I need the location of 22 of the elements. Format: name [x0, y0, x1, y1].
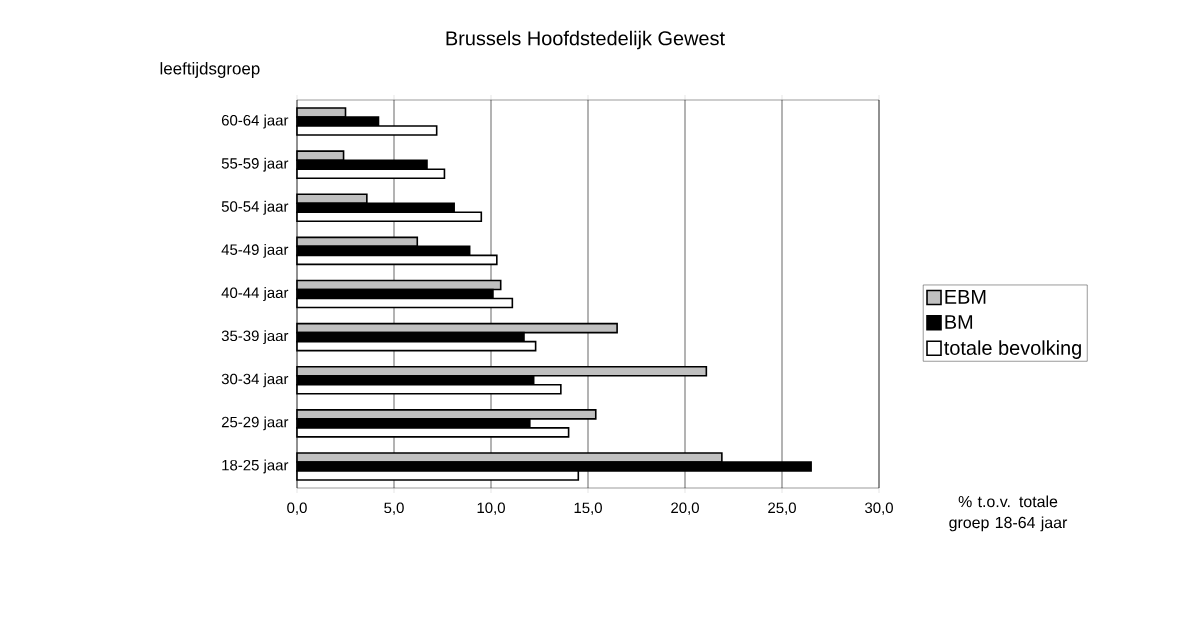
- x-axis-title: % t.o.v. totale groep 18-64 jaar: [949, 495, 1068, 532]
- y-tick-label: 40-44 jaar: [221, 287, 289, 301]
- legend-label: BM: [945, 315, 973, 329]
- y-tick-label: 18-25 jaar: [222, 459, 289, 474]
- chart-title: Brussels Hoofdstedelijk Gewest: [446, 30, 725, 50]
- legend-label: EBM: [945, 289, 986, 304]
- x-tick-label: 10,0: [477, 502, 505, 515]
- y-tick-label: 45-49 jaar: [221, 243, 289, 258]
- x-tick-label: 15,0: [574, 502, 602, 515]
- x-tick-label: 30,0: [865, 502, 893, 515]
- y-tick-label: 55-59 jaar: [221, 157, 289, 172]
- x-tick-label: 5,0: [384, 502, 404, 515]
- x-tick-label: 20,0: [671, 502, 699, 515]
- x-tick-label: 25,0: [768, 502, 796, 515]
- legend-label: totale bevolking: [944, 340, 1081, 359]
- y-axis-title: leeftijdsgroep: [160, 62, 260, 78]
- y-tick-label: 30-34 jaar: [221, 373, 289, 388]
- y-tick-label: 35-39 jaar: [221, 330, 289, 345]
- x-tick-label: 0,0: [287, 502, 307, 515]
- y-tick-label: 25-29 jaar: [221, 416, 289, 431]
- y-tick-label: 60-64 jaar: [221, 114, 289, 129]
- y-tick-label: 50-54 jaar: [221, 200, 289, 215]
